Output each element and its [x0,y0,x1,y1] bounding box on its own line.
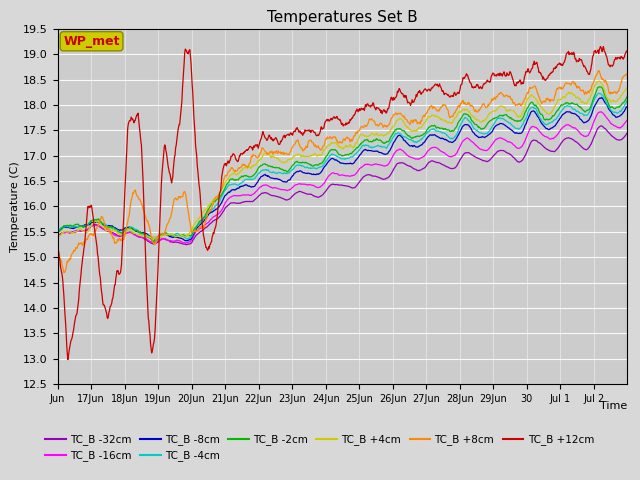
TC_B -4cm [285,170,292,176]
TC_B -8cm [598,95,605,100]
TC_B +8cm [113,240,120,245]
TC_B -32cm [623,130,631,136]
TC_B +8cm [623,71,631,77]
TC_B -8cm [112,225,120,231]
TC_B -16cm [623,117,631,123]
TC_B +8cm [60,270,68,276]
TC_B -4cm [445,135,453,141]
Line: TC_B -16cm: TC_B -16cm [58,112,627,243]
TC_B -8cm [499,121,506,127]
TC_B +4cm [509,108,516,114]
TC_B -2cm [150,239,157,244]
TC_B +4cm [445,120,453,125]
TC_B -2cm [285,168,292,174]
TC_B -2cm [596,84,604,90]
TC_B -8cm [623,104,631,109]
TC_B +4cm [595,78,603,84]
Text: Time: Time [600,401,627,411]
TC_B -2cm [623,94,631,99]
Line: TC_B +12cm: TC_B +12cm [58,47,627,360]
TC_B -8cm [509,128,516,134]
TC_B -2cm [112,228,120,233]
TC_B +8cm [499,91,506,97]
TC_B +4cm [285,157,292,163]
TC_B -32cm [499,147,506,153]
TC_B +12cm [445,94,453,99]
TC_B +8cm [305,138,313,144]
TC_B -16cm [182,240,189,246]
TC_B -32cm [509,154,516,159]
TC_B +12cm [113,273,120,278]
TC_B +4cm [305,154,313,159]
TC_B -8cm [285,177,292,183]
TC_B -32cm [597,123,605,129]
Line: TC_B +4cm: TC_B +4cm [58,81,627,239]
TC_B -2cm [509,116,516,122]
Y-axis label: Temperature (C): Temperature (C) [10,161,20,252]
TC_B -4cm [595,91,603,96]
TC_B -4cm [112,228,120,233]
TC_B +8cm [509,99,516,105]
TC_B -4cm [305,165,313,171]
Line: TC_B -4cm: TC_B -4cm [58,94,627,239]
Line: TC_B -2cm: TC_B -2cm [58,87,627,241]
TC_B +4cm [54,235,61,240]
TC_B -32cm [112,231,120,237]
Legend: TC_B -32cm, TC_B -16cm, TC_B -8cm, TC_B -4cm, TC_B -2cm, TC_B +4cm, TC_B +8cm, T: TC_B -32cm, TC_B -16cm, TC_B -8cm, TC_B … [41,430,598,466]
TC_B -16cm [285,187,292,193]
TC_B -16cm [112,233,120,239]
TC_B +8cm [595,68,602,73]
TC_B +12cm [509,76,516,82]
TC_B -32cm [285,196,292,202]
TC_B +4cm [499,103,506,109]
TC_B +8cm [285,152,292,157]
TC_B -2cm [54,230,61,236]
TC_B -4cm [184,236,191,242]
TC_B -8cm [183,238,191,244]
TC_B -4cm [509,123,516,129]
TC_B +12cm [596,44,604,49]
Title: Temperatures Set B: Temperatures Set B [267,10,418,25]
TC_B -32cm [445,165,453,171]
TC_B +12cm [499,73,506,79]
Text: WP_met: WP_met [63,35,120,48]
TC_B -4cm [499,116,506,121]
TC_B +12cm [305,127,313,133]
TC_B +12cm [64,357,72,362]
TC_B +8cm [54,246,61,252]
TC_B -32cm [54,234,61,240]
TC_B -16cm [445,154,453,159]
TC_B +4cm [112,228,120,233]
TC_B -4cm [54,229,61,235]
TC_B -4cm [623,97,631,103]
TC_B -16cm [54,234,61,240]
TC_B -8cm [445,139,453,145]
TC_B +4cm [151,236,159,241]
TC_B -32cm [182,242,190,248]
TC_B -2cm [445,128,453,133]
TC_B -8cm [54,229,61,235]
TC_B -32cm [305,192,313,197]
TC_B -16cm [305,182,313,188]
TC_B -2cm [499,113,506,119]
Line: TC_B -8cm: TC_B -8cm [58,97,627,241]
TC_B +8cm [445,113,453,119]
TC_B +12cm [623,48,631,53]
TC_B +12cm [54,243,61,249]
TC_B -16cm [499,136,506,142]
TC_B +4cm [623,85,631,91]
TC_B -16cm [597,109,605,115]
Line: TC_B +8cm: TC_B +8cm [58,71,627,273]
TC_B -16cm [509,141,516,147]
TC_B -2cm [305,161,313,167]
TC_B +12cm [285,132,292,137]
Line: TC_B -32cm: TC_B -32cm [58,126,627,245]
TC_B -8cm [305,170,313,176]
